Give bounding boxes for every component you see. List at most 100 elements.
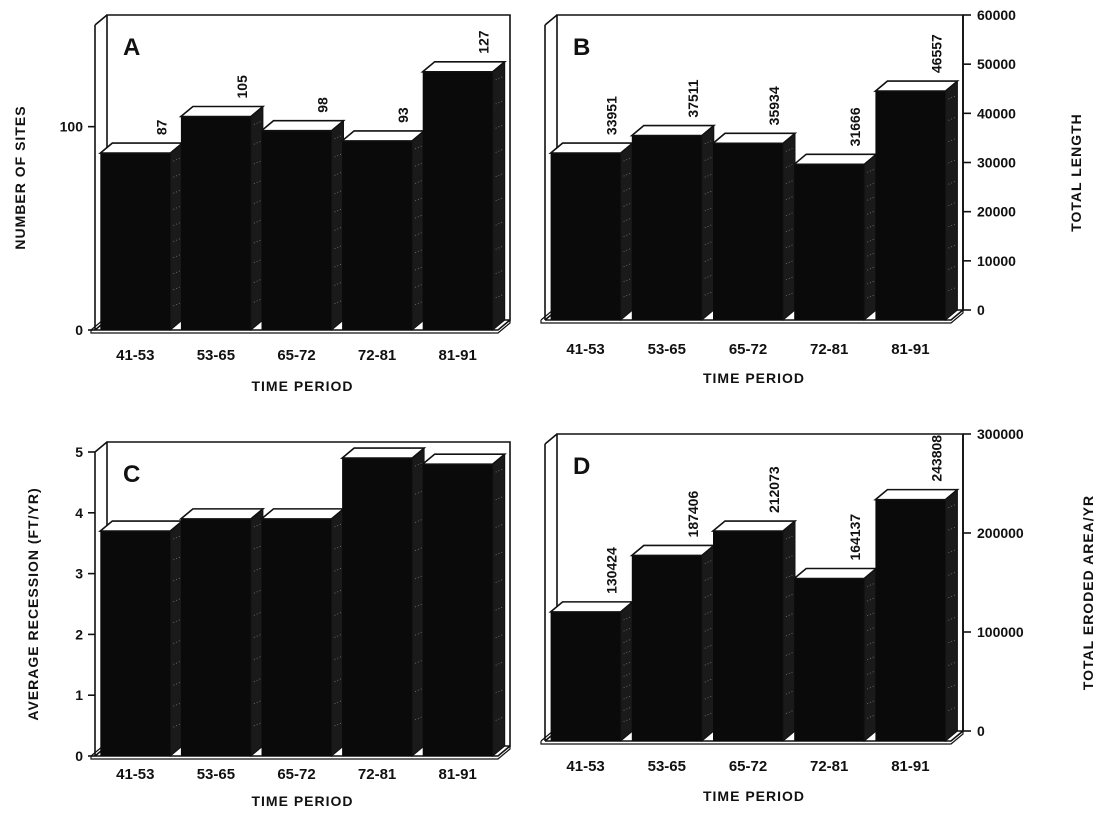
bar-texture bbox=[785, 260, 794, 265]
bar-value-label: 31666 bbox=[847, 107, 863, 146]
bar-texture bbox=[414, 249, 423, 254]
bar-texture bbox=[867, 168, 875, 173]
bar-texture bbox=[948, 180, 956, 185]
bar-texture bbox=[173, 577, 181, 582]
bar-texture bbox=[948, 526, 956, 531]
bar-texture bbox=[948, 504, 956, 508]
bar-texture bbox=[253, 545, 262, 550]
bar-texture bbox=[495, 245, 503, 250]
bar-top bbox=[710, 520, 798, 532]
panel-letter: A bbox=[123, 34, 140, 61]
bar-53-65 bbox=[178, 507, 266, 758]
bar-texture bbox=[785, 632, 794, 637]
bar-texture bbox=[623, 187, 631, 192]
bar-front bbox=[342, 458, 413, 756]
bar-texture bbox=[495, 149, 503, 153]
bar-texture bbox=[867, 700, 875, 705]
bar-texture bbox=[414, 180, 423, 184]
bar-texture bbox=[173, 173, 181, 178]
plot-frame bbox=[94, 14, 511, 331]
bar-41-53: 33951 bbox=[548, 96, 635, 322]
y-axis-title: TOTAL ERODED AREA/YR bbox=[1080, 495, 1096, 690]
bar-front bbox=[342, 140, 413, 330]
bar-texture bbox=[704, 258, 712, 262]
bar-top bbox=[629, 124, 717, 137]
bar-texture bbox=[173, 302, 181, 307]
bar-texture bbox=[414, 631, 423, 636]
bar-value-label: 37511 bbox=[685, 79, 701, 117]
y-tick-label: 0 bbox=[977, 723, 985, 739]
bar-top bbox=[710, 132, 798, 145]
bar-texture bbox=[785, 292, 794, 297]
bar-texture bbox=[948, 287, 956, 292]
bar-top bbox=[791, 153, 879, 166]
x-tick-label: 81-91 bbox=[891, 758, 929, 775]
bar-top bbox=[98, 142, 185, 154]
bar-texture bbox=[623, 684, 631, 689]
y-tick-label: 3 bbox=[75, 566, 83, 582]
bar-texture bbox=[414, 145, 423, 150]
bar-65-72: 212073 bbox=[710, 466, 798, 743]
bar-texture bbox=[948, 202, 956, 206]
bar-texture bbox=[948, 549, 956, 554]
bar-side bbox=[701, 124, 715, 322]
bar-texture bbox=[495, 523, 503, 528]
bar-texture bbox=[704, 594, 712, 598]
bar-texture bbox=[785, 613, 794, 617]
bar-texture bbox=[704, 577, 712, 581]
y-tick-label: 20000 bbox=[977, 204, 1016, 220]
bar-texture bbox=[785, 196, 794, 200]
bar-texture bbox=[253, 298, 262, 303]
bar-side bbox=[944, 488, 958, 743]
bar-texture bbox=[414, 301, 423, 306]
y-tick-label: 200000 bbox=[977, 525, 1024, 541]
bar-value-label: 130424 bbox=[604, 547, 620, 594]
x-tick-label: 53-65 bbox=[648, 341, 686, 358]
bar-texture bbox=[623, 661, 631, 666]
bar-texture bbox=[867, 266, 875, 271]
bar-top bbox=[873, 80, 960, 92]
bar-top bbox=[339, 447, 427, 459]
bar-texture bbox=[414, 688, 423, 692]
bar-side bbox=[169, 142, 183, 332]
bar-side bbox=[411, 447, 425, 758]
bar-texture bbox=[414, 462, 423, 467]
bar-front bbox=[100, 153, 171, 330]
bar-top bbox=[420, 453, 507, 465]
panel-b: 0 10000 20000 30000 40000 50000 60000 33951 41-5… bbox=[540, 7, 1084, 386]
bar-texture bbox=[334, 190, 342, 195]
bar-texture bbox=[495, 606, 503, 611]
bar-texture bbox=[173, 238, 181, 242]
panel-a: 0 100 87 41-53 105 53-65 98 65-72 93 72-81 127 81-9… bbox=[12, 14, 511, 394]
bar-top bbox=[873, 488, 960, 501]
bar-texture bbox=[414, 284, 423, 288]
bar-top bbox=[178, 508, 266, 520]
bar-texture bbox=[704, 661, 712, 666]
bar-texture bbox=[948, 662, 956, 666]
bar-81-91: 46557 bbox=[873, 34, 960, 322]
bar-side bbox=[411, 129, 425, 332]
bar-72-81: 93 bbox=[339, 107, 427, 332]
bar-texture bbox=[948, 244, 956, 249]
bar-53-65: 37511 bbox=[629, 79, 717, 322]
bar-value-label: 87 bbox=[153, 119, 169, 135]
y-tick-label: 0 bbox=[977, 302, 985, 318]
bar-side bbox=[250, 105, 264, 332]
bar-value-label: 98 bbox=[315, 97, 331, 113]
bar-texture bbox=[334, 589, 342, 594]
plot-frame bbox=[94, 441, 511, 757]
bar-texture bbox=[704, 678, 712, 683]
y-tick-label: 5 bbox=[75, 444, 83, 460]
y-tick-label: 4 bbox=[75, 505, 83, 521]
bar-texture bbox=[785, 164, 794, 168]
bar-texture bbox=[253, 140, 262, 145]
bar-texture bbox=[173, 556, 181, 561]
bar-texture bbox=[334, 226, 342, 231]
bar-texture bbox=[334, 523, 342, 528]
bar-texture bbox=[495, 551, 503, 556]
bar-texture bbox=[623, 695, 631, 700]
bar-texture bbox=[623, 263, 631, 268]
bar-texture bbox=[948, 616, 956, 621]
x-tick-label: 72-81 bbox=[810, 758, 848, 775]
bar-texture bbox=[948, 138, 956, 143]
